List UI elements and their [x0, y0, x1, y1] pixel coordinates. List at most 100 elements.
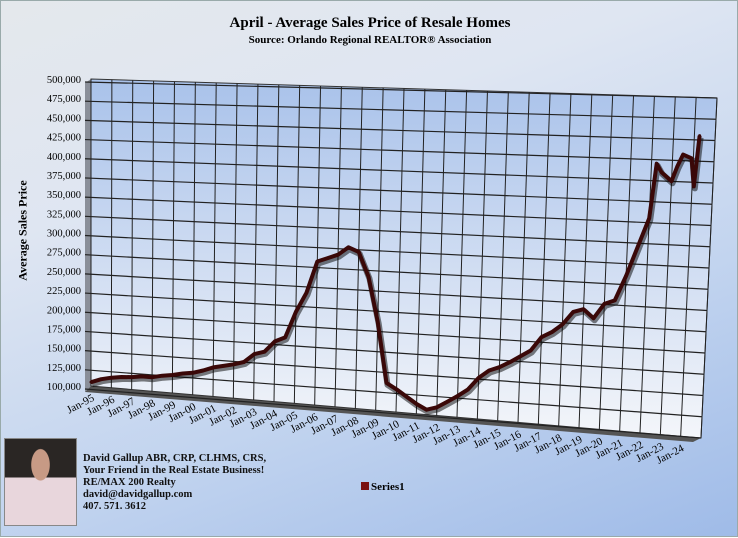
- x-gridline: [558, 93, 572, 426]
- x-gridline: [314, 85, 322, 406]
- data-point: [336, 253, 340, 257]
- data-point: [456, 394, 460, 398]
- x-gridline: [131, 80, 134, 390]
- data-point: [130, 375, 134, 379]
- data-point: [294, 310, 298, 314]
- y-tick-label: 425,000: [47, 133, 81, 144]
- data-point: [670, 179, 674, 183]
- data-point: [99, 377, 103, 381]
- data-point: [242, 360, 246, 364]
- y-tick-label: 500,000: [47, 75, 81, 86]
- data-point: [405, 395, 409, 399]
- data-point: [385, 381, 389, 385]
- data-point: [560, 323, 564, 327]
- data-point: [357, 250, 361, 254]
- data-point: [529, 349, 533, 353]
- y-tick-label: 275,000: [47, 248, 81, 259]
- y-tick-label: 300,000: [47, 229, 81, 240]
- x-gridline: [334, 86, 342, 407]
- y-gridline: [84, 254, 709, 290]
- data-point: [376, 320, 380, 324]
- y-tick-label: 100,000: [47, 382, 81, 393]
- y-gridline: [84, 177, 713, 205]
- data-point: [655, 162, 659, 166]
- contact-phone: 407. 571. 3612: [83, 501, 146, 512]
- x-gridline: [293, 85, 301, 404]
- x-gridline: [700, 97, 718, 439]
- data-point: [181, 372, 185, 376]
- y-gridline: [84, 81, 718, 99]
- data-point: [150, 375, 154, 379]
- y-gridline: [84, 196, 712, 227]
- data-point: [591, 316, 595, 320]
- data-point: [315, 259, 319, 263]
- x-gridline: [680, 97, 697, 437]
- x-gridline: [232, 83, 238, 399]
- data-point: [395, 387, 399, 391]
- data-point: [497, 365, 501, 369]
- x-gridline: [436, 89, 447, 416]
- agent-photo: [4, 438, 77, 526]
- data-point: [466, 387, 470, 391]
- x-gridline: [517, 92, 530, 423]
- y-gridline: [84, 138, 715, 163]
- x-gridline: [212, 82, 217, 397]
- y-gridline: [84, 234, 710, 269]
- data-point: [477, 376, 481, 380]
- data-point: [487, 369, 491, 373]
- legend-label: Series1: [371, 481, 405, 493]
- data-point: [273, 339, 277, 343]
- data-point: [508, 360, 512, 364]
- x-gridline: [110, 79, 113, 388]
- y-tick-label: 150,000: [47, 344, 81, 355]
- data-point: [539, 335, 543, 339]
- data-point: [252, 352, 256, 356]
- y-tick-label: 175,000: [47, 324, 81, 335]
- y-tick-label: 400,000: [47, 152, 81, 163]
- data-point: [120, 375, 124, 379]
- y-tick-label: 375,000: [47, 171, 81, 182]
- y-tick-label: 225,000: [47, 286, 81, 297]
- y-tick-label: 350,000: [47, 190, 81, 201]
- chart-subtitle: Source: Orlando Regional REALTOR® Associ…: [248, 34, 492, 46]
- x-gridline: [375, 87, 384, 411]
- data-point: [415, 402, 419, 406]
- y-tick-label: 325,000: [47, 209, 81, 220]
- x-gridline: [192, 82, 196, 395]
- data-point: [347, 245, 350, 249]
- contact-email[interactable]: david@davidgallup.com: [83, 489, 193, 500]
- x-gridline: [415, 89, 426, 414]
- contact-block: David Gallup ABR, CRP, CLHMS, CRS, Your …: [83, 453, 266, 513]
- data-point: [89, 380, 93, 384]
- x-gridline: [639, 96, 655, 433]
- data-point: [675, 164, 679, 168]
- data-point: [445, 400, 449, 404]
- x-gridline: [456, 90, 468, 418]
- data-point: [582, 307, 586, 311]
- y-gridline: [84, 330, 705, 375]
- data-point: [201, 368, 205, 372]
- chart-title: April - Average Sales Price of Resale Ho…: [229, 15, 511, 31]
- x-gridline: [659, 96, 676, 435]
- y-gridline: [84, 388, 702, 439]
- data-point: [647, 216, 651, 220]
- y-tick-label: 475,000: [47, 94, 81, 105]
- data-point: [425, 408, 429, 412]
- y-gridline: [84, 292, 707, 333]
- contact-name: David Gallup ABR, CRP, CLHMS, CRS,: [83, 453, 267, 464]
- y-gridline: [84, 350, 704, 397]
- y-gridline: [84, 215, 711, 248]
- data-point: [550, 330, 554, 334]
- data-point: [304, 291, 308, 295]
- data-point: [518, 354, 522, 358]
- x-gridline: [537, 92, 551, 425]
- data-point: [263, 350, 267, 354]
- data-point: [222, 364, 226, 368]
- contact-company: RE/MAX 200 Realty: [83, 477, 176, 488]
- data-point: [170, 373, 174, 377]
- data-point: [660, 170, 664, 174]
- x-gridline: [395, 88, 405, 413]
- x-gridline: [619, 95, 635, 432]
